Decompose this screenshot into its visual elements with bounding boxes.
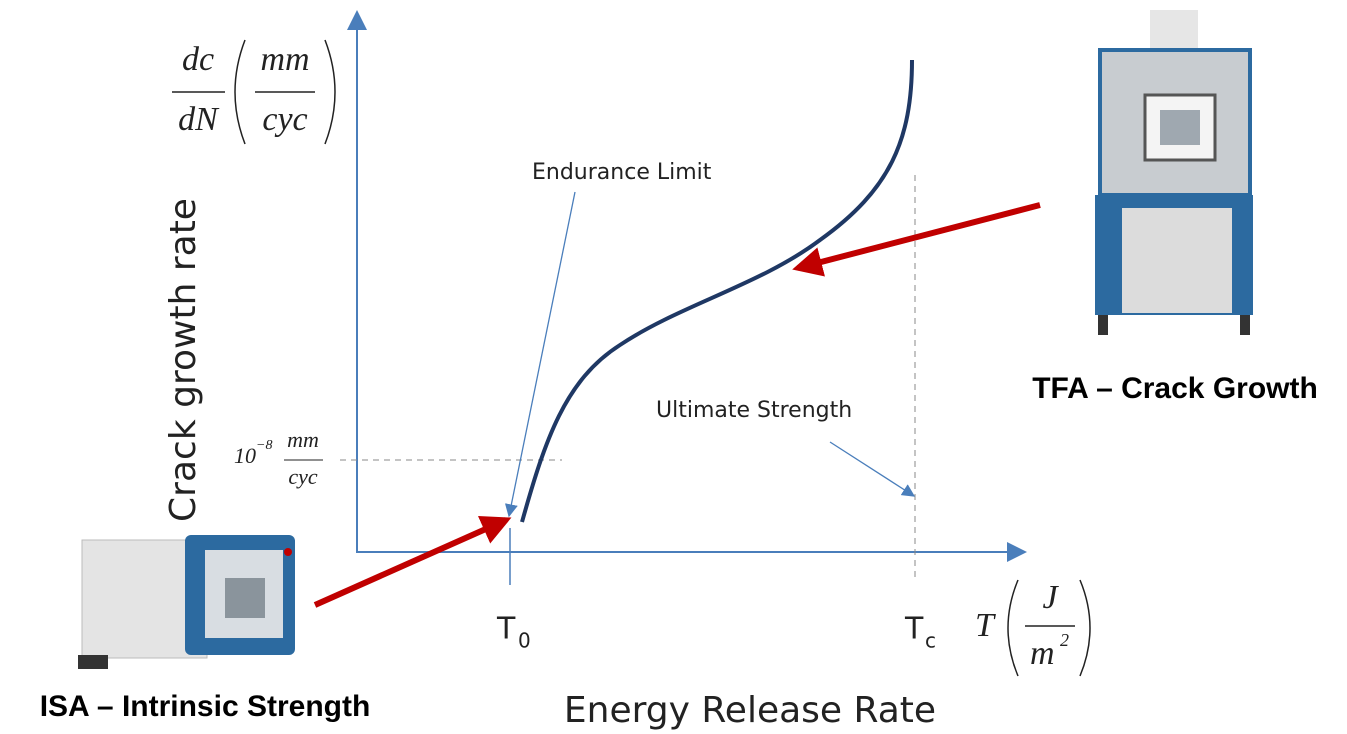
marker-symbol: T bbox=[904, 612, 924, 647]
unit-denominator: cyc bbox=[262, 101, 307, 138]
x-unit-den: m bbox=[1030, 635, 1055, 672]
paren bbox=[1080, 580, 1090, 676]
annotation: Endurance Limit bbox=[532, 160, 712, 185]
marker-symbol: T bbox=[496, 612, 516, 647]
denominator: dN bbox=[178, 101, 220, 138]
marker-subscript: 0 bbox=[518, 629, 531, 653]
paren bbox=[325, 40, 335, 144]
threshold-exponent: −8 bbox=[256, 438, 272, 453]
threshold-unit-den: cyc bbox=[288, 464, 318, 489]
x-unit-num: J bbox=[1042, 579, 1059, 616]
crack-growth-curve bbox=[522, 60, 912, 522]
ultimate-arrow bbox=[830, 442, 914, 496]
marker-subscript: c bbox=[925, 629, 936, 653]
annotation: Ultimate Strength bbox=[656, 398, 852, 423]
tfa-machine bbox=[1095, 10, 1253, 335]
numerator: dc bbox=[182, 41, 214, 78]
x-unit-exp: 2 bbox=[1060, 630, 1069, 650]
endurance-arrow bbox=[509, 192, 575, 516]
threshold-base: 10 bbox=[234, 443, 256, 468]
x-axis-title: Energy Release Rate bbox=[564, 690, 936, 731]
instrument-label: TFA – Crack Growth bbox=[1032, 372, 1318, 405]
threshold-unit-num: mm bbox=[287, 427, 319, 452]
isa-arrow bbox=[315, 520, 506, 605]
paren bbox=[235, 40, 245, 144]
paren bbox=[1008, 580, 1018, 676]
instrument-label: ISA – Intrinsic Strength bbox=[40, 690, 371, 723]
diagram: dc dN mm cyc Crack growth rate 10 −8 mm … bbox=[0, 0, 1347, 734]
unit-numerator: mm bbox=[260, 41, 309, 78]
isa-machine bbox=[78, 535, 295, 669]
y-axis-title: Crack growth rate bbox=[163, 198, 204, 522]
tfa-arrow bbox=[798, 205, 1040, 268]
x-symbol: T bbox=[975, 607, 996, 644]
